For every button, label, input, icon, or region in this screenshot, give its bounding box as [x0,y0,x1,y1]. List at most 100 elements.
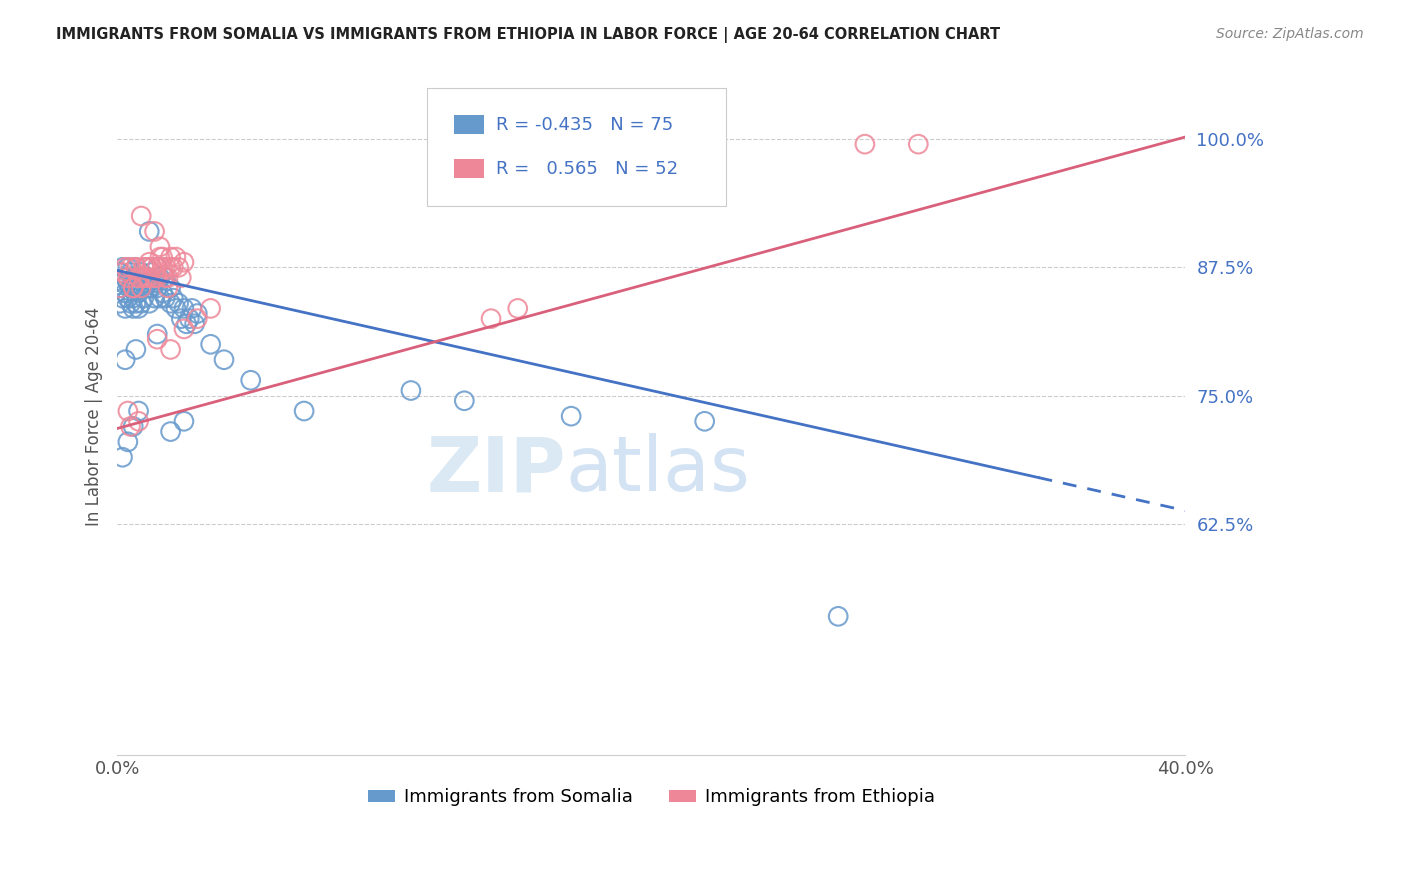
Point [125,343,148,357]
Point [120,281,142,295]
Point [129,296,152,310]
Point [122,281,145,295]
Point [165,301,187,316]
Text: Source: ZipAtlas.com: Source: ZipAtlas.com [1216,27,1364,41]
Point [125,260,148,275]
Point [162,260,184,275]
Point [120,265,142,279]
Point [693,414,716,428]
Point [132,260,155,275]
Point [399,384,422,398]
Point [156,270,179,285]
Point [506,301,529,316]
Point [143,224,166,238]
Point [173,301,195,316]
Point [156,281,179,295]
Point [479,311,502,326]
Point [128,285,150,300]
Point [146,327,169,342]
Point [560,409,582,424]
Point [141,260,163,275]
Text: R =   0.565   N = 52: R = 0.565 N = 52 [496,160,679,178]
Point [132,270,155,285]
Point [159,281,181,295]
Point [162,291,184,305]
Point [155,291,177,305]
Point [117,276,139,290]
Point [111,291,134,305]
Text: ZIP: ZIP [426,434,565,508]
Point [125,296,148,310]
Point [212,352,235,367]
Point [120,296,142,310]
Point [186,306,208,320]
Point [292,404,315,418]
Point [155,270,177,285]
Point [170,270,193,285]
Point [827,609,849,624]
Text: IMMIGRANTS FROM SOMALIA VS IMMIGRANTS FROM ETHIOPIA IN LABOR FORCE | AGE 20-64 C: IMMIGRANTS FROM SOMALIA VS IMMIGRANTS FR… [56,27,1000,43]
Point [129,281,152,295]
FancyBboxPatch shape [454,115,484,135]
Point [239,373,262,387]
Point [117,270,139,285]
Text: atlas: atlas [565,434,751,508]
FancyBboxPatch shape [454,160,484,178]
Point [173,322,195,336]
Point [114,285,136,300]
Point [853,137,876,152]
Point [159,260,181,275]
Point [129,281,152,295]
Point [152,250,174,264]
Point [143,276,166,290]
Point [138,270,160,285]
Point [111,260,134,275]
Point [149,240,172,254]
Point [111,450,134,465]
Point [186,311,208,326]
Point [128,270,150,285]
Point [128,301,150,316]
Point [129,209,152,223]
Point [128,404,150,418]
Point [149,250,172,264]
Point [108,281,131,295]
Point [128,270,150,285]
Point [135,270,157,285]
Point [181,301,204,316]
Point [117,291,139,305]
Point [167,260,190,275]
Point [143,270,166,285]
Point [122,301,145,316]
Point [138,296,160,310]
Point [132,276,155,290]
Point [122,281,145,295]
Point [135,276,157,290]
Point [111,265,134,279]
Point [138,224,160,238]
Point [138,281,160,295]
Point [183,317,205,331]
Point [114,260,136,275]
Point [128,414,150,428]
Point [117,404,139,418]
Text: R = -0.435   N = 75: R = -0.435 N = 75 [496,116,673,134]
Point [141,265,163,279]
Point [453,393,475,408]
Point [138,255,160,269]
Point [114,352,136,367]
Point [114,301,136,316]
Point [200,301,222,316]
Point [143,291,166,305]
Point [114,270,136,285]
Legend: Immigrants from Somalia, Immigrants from Ethiopia: Immigrants from Somalia, Immigrants from… [360,781,942,814]
Point [155,270,177,285]
Point [146,260,169,275]
Point [117,434,139,449]
Point [125,260,148,275]
Point [159,343,181,357]
Point [152,260,174,275]
Point [173,255,195,269]
Point [152,285,174,300]
Point [159,425,181,439]
